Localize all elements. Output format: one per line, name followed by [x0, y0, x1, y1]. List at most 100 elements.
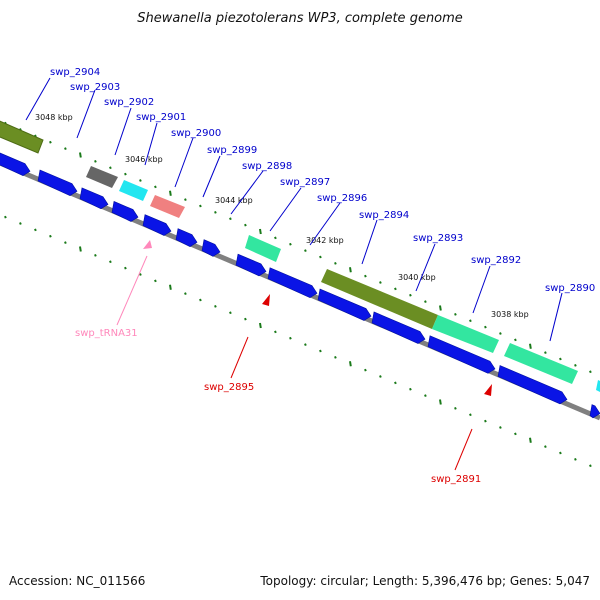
tick-mark	[394, 287, 397, 291]
tick-mark	[64, 241, 67, 244]
tick-marks	[4, 121, 592, 468]
cds-arrow[interactable]	[0, 151, 31, 176]
tick-mark	[484, 325, 487, 329]
tick-mark	[139, 179, 142, 182]
tick-mark	[94, 254, 97, 257]
genome-summary-text: Topology: circular; Length: 5,396,476 bp…	[259, 574, 590, 588]
cds-arrow[interactable]	[267, 267, 318, 298]
tick-mark	[109, 166, 112, 170]
gene-block-spring-2[interactable]	[432, 315, 499, 353]
gene-block-gray[interactable]	[86, 166, 118, 188]
tick-mark	[304, 343, 307, 346]
tick-mark	[19, 222, 22, 225]
tick-mark	[244, 223, 247, 227]
tick-mark	[259, 322, 262, 329]
kbp-label-3046: 3046 kbp	[125, 155, 163, 164]
tick-mark	[439, 399, 442, 405]
tick-mark	[49, 140, 52, 144]
tick-mark	[79, 152, 82, 158]
cds-arrow[interactable]	[497, 365, 568, 405]
tick-mark	[49, 234, 52, 238]
gene-label-swp-2903[interactable]: swp_2903	[70, 82, 120, 93]
cds-arrow[interactable]	[201, 239, 221, 257]
tick-mark	[214, 305, 217, 308]
tick-mark	[469, 413, 472, 417]
gene-label-swp-2901[interactable]: swp_2901	[136, 112, 186, 123]
tick-mark	[544, 351, 547, 354]
gene-label-swp-2894[interactable]: swp_2894	[359, 210, 409, 221]
tick-mark	[289, 336, 292, 340]
gene-label-swp-2896[interactable]: swp_2896	[317, 193, 367, 204]
tick-mark	[574, 458, 577, 461]
cds-arrow[interactable]	[589, 404, 600, 419]
tick-mark	[124, 172, 127, 176]
tick-mark	[154, 185, 157, 189]
gene-label-swp-2897[interactable]: swp_2897	[280, 177, 330, 188]
gene-block-spring-3[interactable]	[504, 343, 578, 384]
trna-marker[interactable]	[143, 240, 152, 249]
cds-arrow[interactable]	[317, 288, 372, 321]
tick-mark	[499, 426, 502, 429]
gene-label-swp-2904[interactable]: swp_2904	[50, 67, 100, 78]
tick-mark	[394, 381, 397, 385]
gene-label-swp-2892[interactable]: swp_2892	[471, 255, 521, 266]
red-marker-2895[interactable]	[262, 294, 270, 306]
gene-block-spring-1[interactable]	[245, 235, 281, 262]
tick-mark	[379, 375, 382, 378]
leader-lines	[25, 77, 563, 471]
tick-mark	[589, 464, 592, 468]
cds-arrow[interactable]	[37, 169, 78, 196]
cds-arrow[interactable]	[427, 335, 496, 374]
tick-mark	[409, 387, 412, 391]
gene-label-swp-2893[interactable]: swp_2893	[413, 233, 463, 244]
tick-mark	[199, 204, 202, 208]
cds-arrow[interactable]	[175, 228, 198, 247]
tick-mark	[334, 356, 337, 359]
red-marker-2891[interactable]	[484, 384, 492, 396]
cds-arrow[interactable]	[235, 253, 267, 277]
gene-block-olive-big[interactable]	[321, 269, 438, 329]
cds-arrow[interactable]	[79, 187, 109, 210]
tick-mark	[34, 228, 37, 232]
tick-mark	[424, 300, 427, 303]
gene-label-swp-2895[interactable]: swp_2895	[204, 382, 254, 393]
tick-mark	[274, 236, 277, 240]
tick-mark	[364, 368, 367, 372]
tick-mark	[484, 419, 487, 423]
tick-mark	[574, 364, 577, 367]
tick-mark	[364, 274, 367, 278]
tick-mark	[439, 305, 442, 311]
tick-mark	[454, 407, 457, 410]
gene-label-swp-2900[interactable]: swp_2900	[171, 128, 221, 139]
tick-mark	[304, 249, 307, 252]
gene-labels: swp_2904 swp_2903 swp_2902 swp_2901 swp_…	[50, 67, 595, 485]
tick-mark	[349, 267, 352, 273]
tick-mark	[319, 255, 322, 259]
tick-mark	[229, 311, 232, 315]
gene-label-swp-2902[interactable]: swp_2902	[104, 97, 154, 108]
gene-label-swp-2891[interactable]: swp_2891	[431, 474, 481, 485]
tick-mark	[334, 262, 337, 265]
gene-label-swp-2899[interactable]: swp_2899	[207, 145, 257, 156]
tick-mark	[499, 332, 502, 335]
gene-label-swp-trna31[interactable]: swp_tRNA31	[75, 328, 138, 339]
gene-block-cyan-edge[interactable]	[596, 380, 600, 392]
cds-arrow[interactable]	[371, 311, 426, 344]
gene-label-swp-2898[interactable]: swp_2898	[242, 161, 292, 172]
tick-mark	[64, 147, 67, 150]
tick-mark	[559, 357, 562, 361]
gene-block-salmon[interactable]	[150, 195, 185, 218]
tick-mark	[244, 317, 247, 321]
gene-label-swp-2890[interactable]: swp_2890	[545, 283, 595, 294]
gene-block-cyan[interactable]	[119, 180, 148, 201]
kbp-label-3048: 3048 kbp	[35, 113, 73, 122]
cds-arrow[interactable]	[142, 214, 172, 236]
cds-arrow[interactable]	[111, 201, 139, 222]
tick-mark	[79, 246, 82, 252]
tick-mark	[529, 343, 532, 349]
kbp-label-3042: 3042 kbp	[306, 236, 344, 245]
tick-mark	[154, 279, 157, 283]
gene-block-olive-left[interactable]	[0, 119, 44, 154]
tick-mark	[259, 228, 262, 235]
